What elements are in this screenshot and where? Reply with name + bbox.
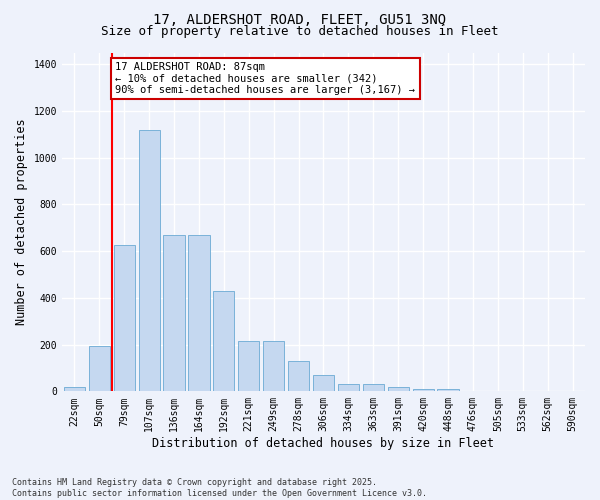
- Bar: [338, 384, 359, 392]
- Bar: [213, 291, 235, 392]
- Bar: [437, 390, 458, 392]
- Bar: [238, 341, 259, 392]
- Bar: [362, 384, 384, 392]
- Text: Contains HM Land Registry data © Crown copyright and database right 2025.
Contai: Contains HM Land Registry data © Crown c…: [12, 478, 427, 498]
- Bar: [113, 246, 135, 392]
- Bar: [463, 390, 484, 392]
- Bar: [288, 361, 309, 392]
- Bar: [388, 386, 409, 392]
- Bar: [188, 235, 209, 392]
- Bar: [139, 130, 160, 392]
- Text: Size of property relative to detached houses in Fleet: Size of property relative to detached ho…: [101, 25, 499, 38]
- Bar: [163, 235, 185, 392]
- Text: 17, ALDERSHOT ROAD, FLEET, GU51 3NQ: 17, ALDERSHOT ROAD, FLEET, GU51 3NQ: [154, 12, 446, 26]
- Y-axis label: Number of detached properties: Number of detached properties: [15, 118, 28, 325]
- Bar: [313, 375, 334, 392]
- Text: 17 ALDERSHOT ROAD: 87sqm
← 10% of detached houses are smaller (342)
90% of semi-: 17 ALDERSHOT ROAD: 87sqm ← 10% of detach…: [115, 62, 415, 95]
- Bar: [64, 386, 85, 392]
- X-axis label: Distribution of detached houses by size in Fleet: Distribution of detached houses by size …: [152, 437, 494, 450]
- Bar: [89, 346, 110, 392]
- Bar: [413, 389, 434, 392]
- Bar: [263, 341, 284, 392]
